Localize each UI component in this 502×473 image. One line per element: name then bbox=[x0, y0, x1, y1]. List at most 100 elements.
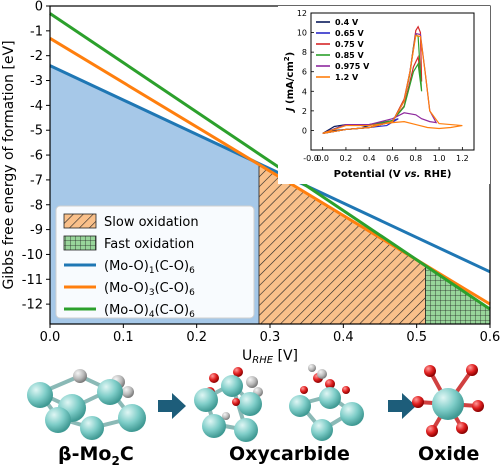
region-slow-oxidation bbox=[258, 163, 426, 325]
mo-atom bbox=[234, 418, 258, 442]
x-tick-label: 0.2 bbox=[186, 330, 207, 345]
legend-swatch bbox=[63, 235, 97, 251]
o-atom bbox=[472, 400, 484, 412]
mo-atom bbox=[80, 416, 104, 440]
label-oxide: Oxide bbox=[418, 443, 480, 465]
inset-legend-label: 0.4 V bbox=[335, 18, 359, 27]
inset-cv-chart: -0.00.0 0.2 0.4 0.6 0.8 1.0 1.2 0 2 4 6 8 10 12 Potent… bbox=[278, 6, 490, 184]
inset-legend-label: 1.2 V bbox=[335, 73, 359, 82]
inset-y-tick-label: 6 bbox=[302, 68, 307, 77]
legend-box bbox=[55, 205, 255, 319]
o-atom bbox=[232, 398, 240, 406]
c-atom bbox=[73, 369, 87, 383]
y-tick-label: -4 bbox=[30, 99, 43, 114]
main-legend: Slow oxidation Fast oxidation (Mo-O)1(C-O)… bbox=[55, 205, 255, 320]
inset-y-tick-label: 0 bbox=[302, 126, 307, 135]
inset-legend-label: 0.975 V bbox=[335, 62, 370, 71]
x-axis-label: URHE [V] bbox=[242, 348, 298, 366]
legend-label: (Mo-O)1(C-O)6 bbox=[104, 259, 195, 276]
inset-series-6 bbox=[322, 34, 463, 134]
y-tick-label: -3 bbox=[30, 74, 43, 89]
inset-x-tick-label: 0.0 bbox=[316, 154, 329, 163]
inset-x-tick-label: 0.6 bbox=[386, 154, 399, 163]
inset-y-tick-label: 2 bbox=[302, 107, 307, 116]
c-atom bbox=[222, 412, 230, 420]
structure-illustrations bbox=[27, 364, 484, 442]
x-tick-label: 0.1 bbox=[113, 330, 134, 345]
o-atom bbox=[300, 386, 308, 394]
legend-label: Slow oxidation bbox=[104, 215, 199, 230]
y-tick-label: -12 bbox=[22, 298, 43, 313]
x-tick-label: 0.0 bbox=[40, 330, 61, 345]
inset-y-axis-label: J (mA/cm2) bbox=[283, 52, 296, 113]
inset-y-tick-label: 12 bbox=[297, 9, 307, 18]
x-tick-label: 0.6 bbox=[480, 330, 501, 345]
o-atom bbox=[233, 367, 243, 377]
y-tick-label: -6 bbox=[30, 149, 43, 164]
process-arrow bbox=[388, 393, 416, 419]
mo-atom bbox=[289, 395, 311, 417]
x-tick-label: 0.5 bbox=[406, 330, 427, 345]
o-atom bbox=[342, 386, 350, 394]
y-axis-label: Gibbs free energy of formation [eV] bbox=[1, 40, 17, 289]
y-tick-label: 0 bbox=[35, 0, 43, 15]
x-tick-label: 0.4 bbox=[333, 330, 354, 345]
inset-x-tick-label: 0.4 bbox=[363, 154, 376, 163]
legend-swatch bbox=[63, 213, 97, 229]
o-atom bbox=[325, 379, 335, 389]
inset-legend-label: 0.85 V bbox=[335, 51, 365, 60]
o-atom bbox=[424, 365, 436, 377]
mo-atom bbox=[311, 419, 333, 441]
y-tick-label: -5 bbox=[30, 124, 43, 139]
mo-atom bbox=[202, 414, 226, 438]
inset-legend-label: 0.65 V bbox=[335, 29, 365, 38]
y-tick-label: -11 bbox=[22, 273, 43, 288]
inset-x-tick-label: 0.8 bbox=[409, 154, 422, 163]
c-atom bbox=[317, 369, 327, 379]
inset-x-tick-label: 1.2 bbox=[456, 154, 469, 163]
inset-x-tick-label: -0.0 bbox=[303, 154, 319, 163]
y-tick-label: -10 bbox=[22, 248, 43, 263]
mo-atom bbox=[194, 388, 218, 412]
main-series-lines bbox=[49, 12, 491, 311]
inset-y-tick-label: 10 bbox=[297, 29, 307, 38]
mo-atom bbox=[27, 382, 53, 408]
y-tick-label: -2 bbox=[30, 49, 43, 64]
inset-x-axis-label: Potential (V vs. RHE) bbox=[334, 169, 452, 180]
series-line-1 bbox=[49, 64, 491, 274]
mo-atom bbox=[97, 379, 123, 405]
mo-atom bbox=[340, 402, 364, 426]
inset-x-tick-label: 0.2 bbox=[340, 154, 353, 163]
y-tick-label: -8 bbox=[30, 198, 43, 213]
mo-atom bbox=[118, 404, 146, 432]
mo-atom bbox=[432, 388, 464, 420]
c-atom bbox=[308, 364, 316, 372]
mo-atom bbox=[238, 392, 262, 416]
inset-x-tick-label: 1.0 bbox=[433, 154, 446, 163]
y-tick-label: -9 bbox=[30, 223, 43, 238]
y-tick-label: -7 bbox=[30, 173, 43, 188]
series-line-3 bbox=[49, 12, 491, 311]
o-atom bbox=[466, 364, 478, 376]
o-atom bbox=[412, 396, 424, 408]
inset-legend-label: 0.75 V bbox=[335, 40, 365, 49]
x-tick-label: 0.3 bbox=[260, 330, 281, 345]
o-atom bbox=[209, 373, 219, 383]
label-beta-mo2c: β-Mo2C bbox=[58, 443, 134, 468]
o-atom bbox=[426, 425, 438, 437]
legend-label: (Mo-O)4(C-O)6 bbox=[104, 303, 195, 320]
y-tick-label: -1 bbox=[30, 24, 43, 39]
mo-atom bbox=[221, 375, 243, 397]
legend-label: (Mo-O)3(C-O)6 bbox=[104, 281, 195, 298]
process-arrow bbox=[158, 393, 186, 419]
mo-atom bbox=[319, 387, 341, 409]
legend-label: Fast oxidation bbox=[104, 237, 194, 252]
o-atom bbox=[456, 422, 468, 434]
main-axes: 0.0 0.1 0.2 0.3 0.4 0.5 0.6 0 -1 -2 -3 -4 -5 -6 -7 -8 -9… bbox=[1, 0, 500, 366]
inset-y-tick-label: 8 bbox=[302, 48, 307, 57]
label-oxycarbide: Oxycarbide bbox=[229, 443, 350, 465]
inset-y-tick-label: 4 bbox=[302, 87, 307, 96]
inset-background bbox=[278, 6, 490, 184]
region-fast-oxidation bbox=[425, 264, 491, 325]
